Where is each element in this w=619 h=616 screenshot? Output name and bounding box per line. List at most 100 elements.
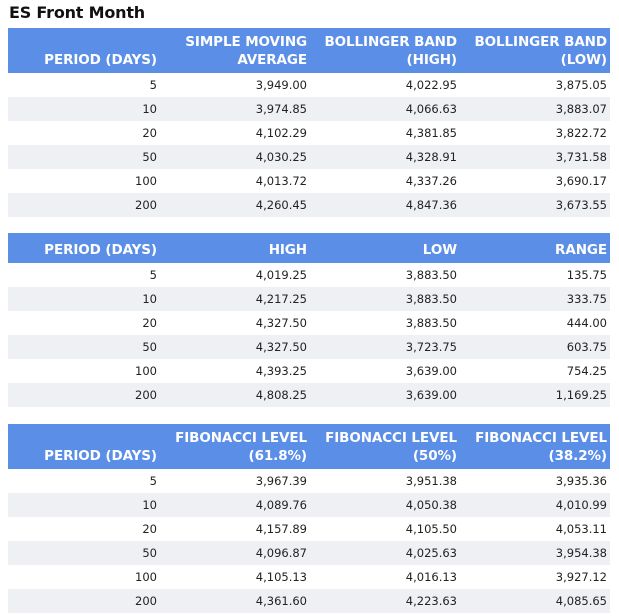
value-cell: 4,025.63 [310, 541, 460, 565]
column-header-line: LOW [422, 242, 457, 258]
value-cell: 3,949.00 [160, 73, 310, 97]
value-cell: 4,217.25 [160, 287, 310, 311]
value-cell: 4,019.25 [160, 263, 310, 287]
value-cell: 4,105.50 [310, 517, 460, 541]
value-cell: 3,967.39 [160, 469, 310, 493]
value-cell: 4,089.76 [160, 493, 310, 517]
period-cell: 50 [8, 145, 160, 169]
table-row: 5 4,019.25 3,883.50 135.75 [8, 263, 610, 287]
value-cell: 4,393.25 [160, 359, 310, 383]
value-cell: 3,723.75 [310, 335, 460, 359]
value-cell: 4,016.13 [310, 565, 460, 589]
table-row: 200 4,808.25 3,639.00 1,169.25 [8, 383, 610, 407]
value-cell: 3,954.38 [460, 541, 610, 565]
page-title: ES Front Month [9, 3, 145, 22]
table-row: 5 3,949.00 4,022.95 3,875.05 [8, 73, 610, 97]
value-cell: 4,327.50 [160, 311, 310, 335]
value-cell: 3,639.00 [310, 359, 460, 383]
period-cell: 20 [8, 517, 160, 541]
period-cell: 100 [8, 565, 160, 589]
column-header: BOLLINGER BAND (HIGH) [310, 28, 460, 73]
value-cell: 3,822.72 [460, 121, 610, 145]
column-header-line: (50%) [412, 448, 457, 464]
column-header-line: PERIOD (DAYS) [44, 448, 157, 464]
value-cell: 4,808.25 [160, 383, 310, 407]
value-cell: 1,169.25 [460, 383, 610, 407]
column-header-line: BOLLINGER BAND [324, 34, 457, 50]
table-row: 50 4,327.50 3,723.75 603.75 [8, 335, 610, 359]
column-header-line: (61.8%) [248, 448, 308, 464]
value-cell: 754.25 [460, 359, 610, 383]
table-row: 5 3,967.39 3,951.38 3,935.36 [8, 469, 610, 493]
column-header-line: FIBONACCI LEVEL [325, 430, 457, 446]
column-header-line: FIBONACCI LEVEL [475, 430, 607, 446]
value-cell: 3,883.50 [310, 263, 460, 287]
table-row: 50 4,096.87 4,025.63 3,954.38 [8, 541, 610, 565]
column-header: LOW [310, 233, 460, 263]
column-header: BOLLINGER BAND (LOW) [460, 28, 610, 73]
column-header-line: HIGH [268, 242, 307, 258]
column-header-line: PERIOD (DAYS) [44, 242, 157, 258]
value-cell: 4,102.29 [160, 121, 310, 145]
value-cell: 4,260.45 [160, 193, 310, 217]
column-header: PERIOD (DAYS) [8, 424, 160, 469]
period-cell: 200 [8, 589, 160, 613]
column-header-line: SIMPLE MOVING [185, 34, 307, 50]
column-header-line: (38.2%) [548, 448, 608, 464]
table-row: 100 4,105.13 4,016.13 3,927.12 [8, 565, 610, 589]
column-header-line: FIBONACCI LEVEL [175, 430, 307, 446]
fibonacci-table: PERIOD (DAYS) FIBONACCI LEVEL (61.8%) FIBON… [8, 424, 610, 613]
value-cell: 4,010.99 [460, 493, 610, 517]
column-header: FIBONACCI LEVEL (61.8%) [160, 424, 310, 469]
header-row: PERIOD (DAYS) HIGH LOW RANGE [8, 233, 610, 263]
column-header: HIGH [160, 233, 310, 263]
period-cell: 5 [8, 469, 160, 493]
column-header: PERIOD (DAYS) [8, 233, 160, 263]
period-cell: 5 [8, 73, 160, 97]
value-cell: 4,085.65 [460, 589, 610, 613]
table-row: 100 4,013.72 4,337.26 3,690.17 [8, 169, 610, 193]
column-header-line: RANGE [555, 242, 607, 258]
column-header-line: BOLLINGER BAND [474, 34, 607, 50]
period-cell: 20 [8, 121, 160, 145]
column-header-line: AVERAGE [237, 52, 307, 68]
period-cell: 50 [8, 335, 160, 359]
column-header: SIMPLE MOVING AVERAGE [160, 28, 310, 73]
value-cell: 3,690.17 [460, 169, 610, 193]
value-cell: 4,030.25 [160, 145, 310, 169]
value-cell: 4,013.72 [160, 169, 310, 193]
value-cell: 3,875.05 [460, 73, 610, 97]
table-row: 20 4,327.50 3,883.50 444.00 [8, 311, 610, 335]
table-row: 200 4,260.45 4,847.36 3,673.55 [8, 193, 610, 217]
value-cell: 3,639.00 [310, 383, 460, 407]
column-header: FIBONACCI LEVEL (38.2%) [460, 424, 610, 469]
value-cell: 4,337.26 [310, 169, 460, 193]
value-cell: 4,381.85 [310, 121, 460, 145]
moving-average-table: PERIOD (DAYS) SIMPLE MOVING AVERAGE BOLLING… [8, 28, 610, 217]
column-header-line: (LOW) [560, 52, 607, 68]
table-row: 10 3,974.85 4,066.63 3,883.07 [8, 97, 610, 121]
value-cell: 4,328.91 [310, 145, 460, 169]
value-cell: 4,223.63 [310, 589, 460, 613]
table-row: 20 4,102.29 4,381.85 3,822.72 [8, 121, 610, 145]
period-cell: 200 [8, 193, 160, 217]
value-cell: 4,105.13 [160, 565, 310, 589]
period-cell: 100 [8, 359, 160, 383]
value-cell: 4,053.11 [460, 517, 610, 541]
value-cell: 3,883.50 [310, 311, 460, 335]
value-cell: 3,883.50 [310, 287, 460, 311]
range-table: PERIOD (DAYS) HIGH LOW RANGE 5 4,019.25 3,883… [8, 233, 610, 407]
value-cell: 3,935.36 [460, 469, 610, 493]
period-cell: 10 [8, 287, 160, 311]
value-cell: 3,927.12 [460, 565, 610, 589]
table-row: 20 4,157.89 4,105.50 4,053.11 [8, 517, 610, 541]
value-cell: 4,361.60 [160, 589, 310, 613]
value-cell: 4,022.95 [310, 73, 460, 97]
value-cell: 4,847.36 [310, 193, 460, 217]
value-cell: 3,673.55 [460, 193, 610, 217]
period-cell: 200 [8, 383, 160, 407]
period-cell: 100 [8, 169, 160, 193]
table-row: 10 4,217.25 3,883.50 333.75 [8, 287, 610, 311]
value-cell: 444.00 [460, 311, 610, 335]
value-cell: 4,157.89 [160, 517, 310, 541]
